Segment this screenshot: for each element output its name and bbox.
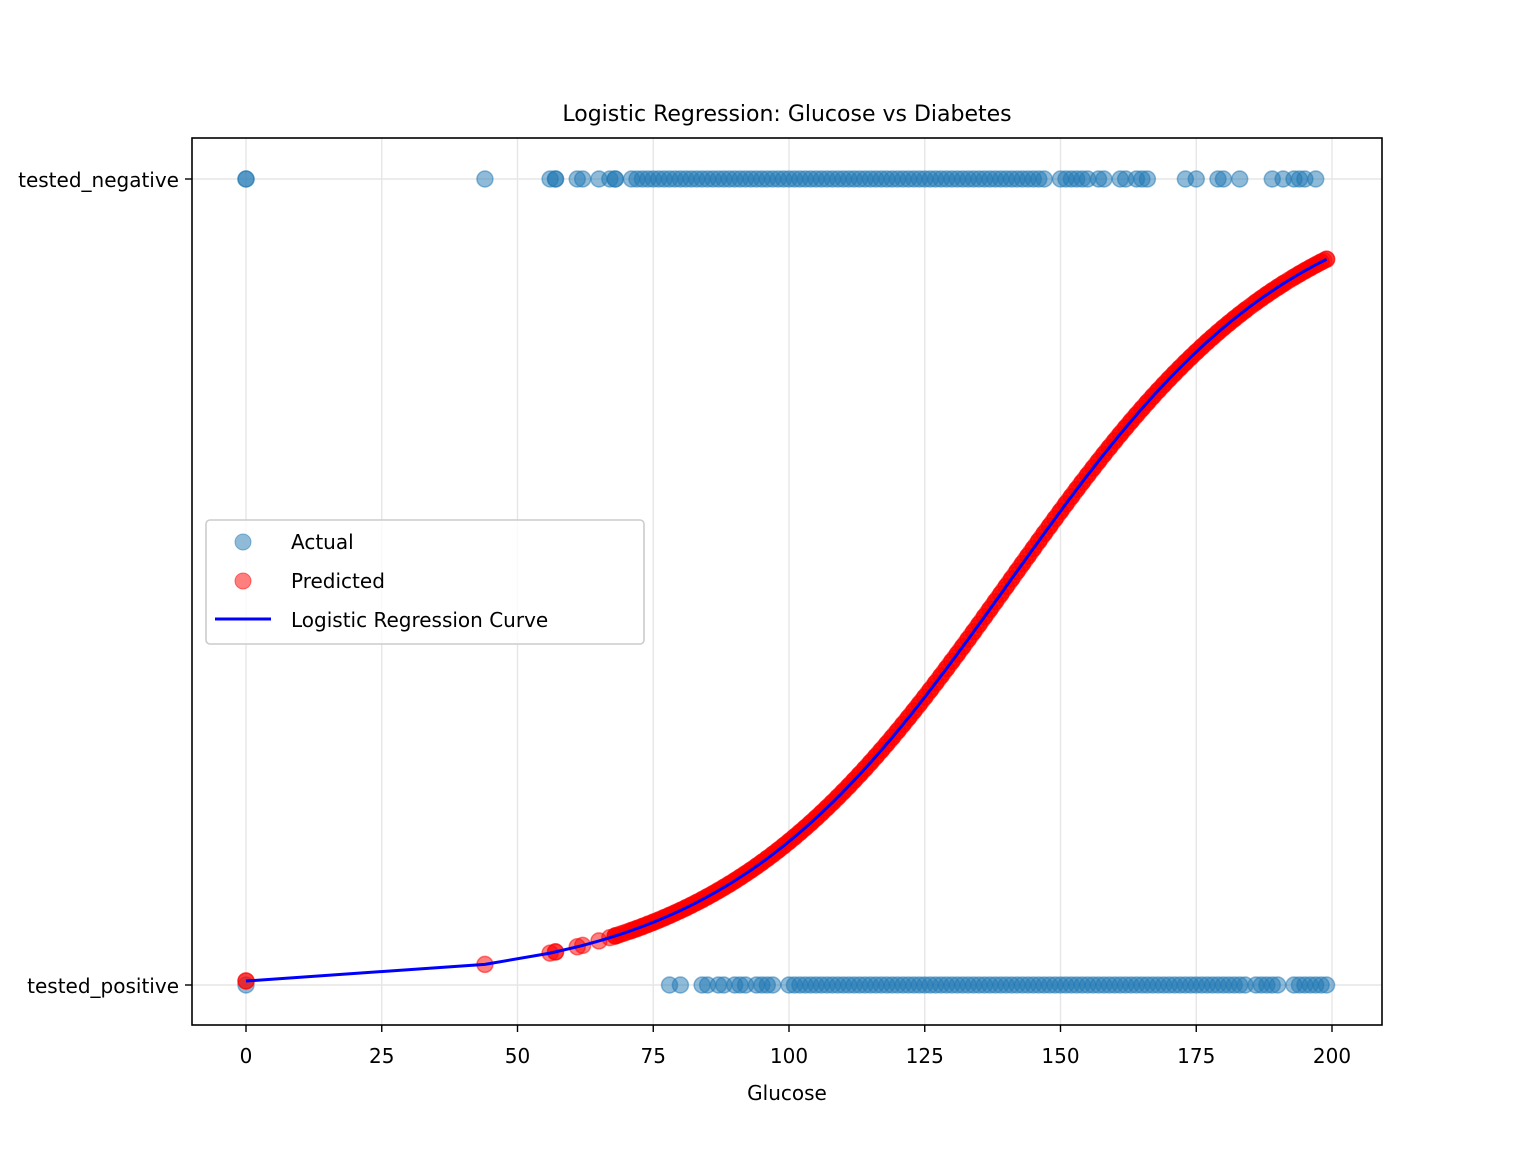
x-tick-label: 0 (240, 1044, 253, 1068)
actual-point (1306, 170, 1325, 188)
actual-point (606, 170, 624, 188)
plot-frame (191, 137, 1383, 1026)
actual-point (1268, 976, 1287, 994)
actual-point (1317, 976, 1336, 994)
actual-point (1214, 170, 1233, 188)
x-tick-label: 50 (505, 1044, 530, 1068)
x-axis-ticks: 0 25 50 75 100 125 150 175 200 (240, 1025, 1351, 1068)
actual-point (1035, 170, 1053, 188)
x-tick-label: 175 (1177, 1044, 1215, 1068)
actual-point (546, 170, 565, 188)
actual-point (573, 170, 592, 188)
legend-actual-marker (234, 533, 252, 551)
logistic-regression-curve (245, 257, 1328, 983)
actual-point (237, 170, 255, 188)
legend: Actual Predicted Logistic Regression Cur… (205, 519, 645, 645)
actual-points (237, 170, 1336, 994)
chart-title: Logistic Regression: Glucose vs Diabetes (562, 102, 1011, 127)
x-tick-label: 150 (1041, 1044, 1079, 1068)
legend-actual-label: Actual (291, 530, 354, 554)
x-tick-label: 75 (641, 1044, 666, 1068)
x-tick-label: 25 (369, 1044, 394, 1068)
y-tick-label-tested-positive: tested_positive (27, 974, 179, 998)
legend-box (205, 519, 645, 645)
x-tick-label: 200 (1313, 1044, 1351, 1068)
legend-curve-label: Logistic Regression Curve (291, 608, 548, 632)
actual-point (671, 976, 690, 994)
actual-point (476, 170, 494, 188)
actual-point (1095, 170, 1113, 188)
y-axis-ticks: tested_positive tested_negative (18, 168, 192, 998)
actual-point (1138, 170, 1157, 188)
actual-point (763, 976, 782, 994)
x-tick-label: 100 (770, 1044, 808, 1068)
x-axis-label: Glucose (747, 1081, 827, 1105)
y-tick-label-tested-negative: tested_negative (18, 168, 179, 192)
actual-point (1187, 170, 1205, 188)
legend-predicted-label: Predicted (291, 569, 385, 593)
actual-point (1230, 170, 1249, 188)
x-tick-label: 125 (906, 1044, 944, 1068)
legend-predicted-marker (234, 572, 252, 590)
